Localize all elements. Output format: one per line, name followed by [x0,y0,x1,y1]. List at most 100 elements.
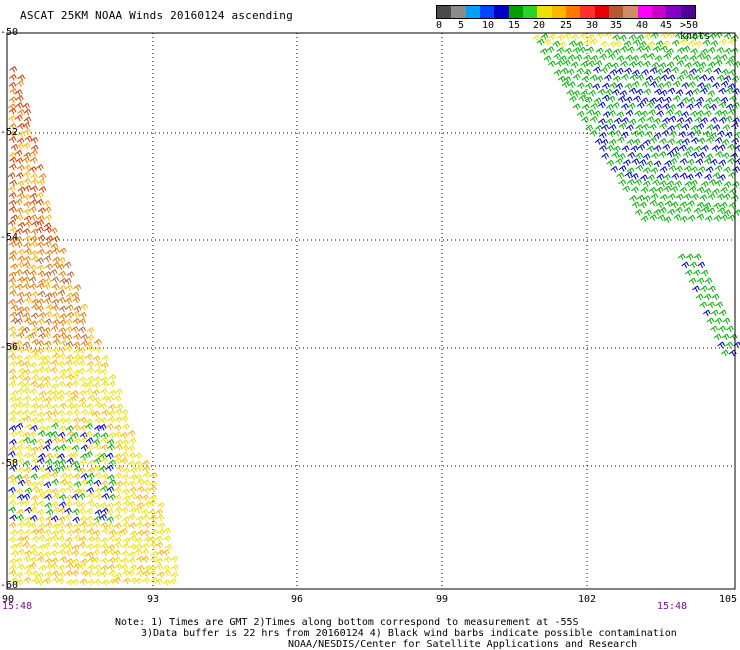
wind-barb [70,452,79,459]
legend-swatch [623,6,638,18]
wind-barb [106,486,115,493]
wind-barb [17,479,26,487]
wind-barb [663,52,672,60]
wind-barb [171,564,179,571]
wind-barb [703,110,712,118]
wind-barb [632,69,640,77]
wind-barb [572,103,581,111]
wind-barb [78,502,86,509]
wind-barb [35,488,44,496]
wind-barb [92,549,100,557]
wind-barb [148,570,157,577]
wind-barb [59,472,68,480]
wind-barb [679,186,688,194]
wind-barb [650,167,659,174]
wind-barb [668,165,677,172]
wind-barb [659,89,668,97]
wind-barb [114,416,122,424]
wind-barb [725,341,734,349]
wind-barb [141,577,150,584]
wind-barb [73,284,82,291]
wind-barb [663,67,672,75]
wind-barb [17,74,26,81]
wind-barb [619,90,628,97]
wind-barb [141,494,149,502]
wind-barb [687,131,695,138]
wind-barb [58,346,66,354]
wind-barb [666,180,675,188]
wind-barb [51,542,60,549]
wind-barb [77,360,86,367]
wind-barb [16,180,25,188]
wind-barb [31,486,40,493]
legend-swatch [565,6,581,18]
wind-barb [631,186,639,194]
wind-barb [127,557,136,565]
wind-barb [58,507,66,515]
wind-barb [43,206,52,214]
wind-barb [154,535,163,543]
wind-barb [57,571,66,579]
wind-barb [50,394,59,402]
wind-barb [8,445,17,453]
wind-barb [42,283,51,290]
wind-barb [35,257,44,265]
wind-barb [9,226,18,234]
wind-barb [723,209,732,217]
wind-barb [696,201,705,209]
wind-barb [16,500,25,507]
wind-barb [87,556,96,564]
wind-barb [9,88,18,95]
wind-barb [78,326,87,334]
legend-label: 10 [482,20,495,31]
wind-barb [127,429,136,437]
wind-barb [613,75,621,83]
wind-barb [101,493,110,500]
wind-barb [31,396,39,404]
wind-barb [42,200,51,207]
wind-barb [108,570,116,577]
wind-barb [616,111,625,118]
wind-barb [552,40,561,48]
wind-barb [10,304,19,312]
wind-barb [23,108,32,116]
wind-barb [100,444,109,451]
wind-barb [10,263,18,270]
wind-barb [21,382,30,390]
wind-barb [711,145,720,152]
wind-barb [556,47,565,54]
wind-barb [49,291,58,299]
wind-barb [556,34,565,41]
wind-barb [92,529,101,537]
wind-barb [713,333,722,341]
wind-barb [86,473,95,480]
wind-barb [635,164,644,172]
wind-barb [720,80,729,88]
wind-barb [101,549,109,556]
wind-barb [51,478,59,486]
wind-barb [156,514,165,522]
wind-barb [7,172,16,180]
wind-barb [7,450,16,458]
wind-barb [100,388,108,396]
wind-barb [702,103,711,111]
wind-barb [8,353,16,361]
wind-barb [80,558,88,566]
wind-barb [105,464,114,472]
wind-barb [724,131,733,139]
wind-barb [30,368,39,376]
wind-barb [24,317,32,325]
wind-barb [28,556,37,564]
wind-barb [100,480,109,488]
wind-barb [661,129,670,137]
wind-barb [579,33,587,40]
wind-barb [8,271,17,279]
wind-barb [643,88,652,96]
wind-barb [22,460,31,468]
wind-barb [714,317,723,325]
wind-barb [100,368,108,376]
wind-barb [113,556,122,564]
wind-barb [640,174,648,182]
wind-barb [37,234,46,242]
wind-barb [77,508,86,515]
